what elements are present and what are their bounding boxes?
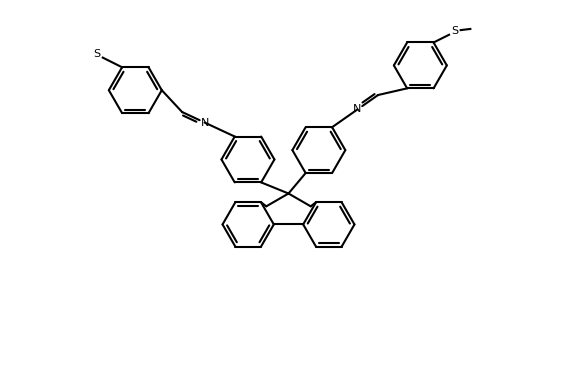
Text: S: S [451, 26, 459, 36]
Text: N: N [201, 118, 209, 128]
Text: N: N [353, 104, 362, 115]
Text: S: S [93, 49, 100, 59]
